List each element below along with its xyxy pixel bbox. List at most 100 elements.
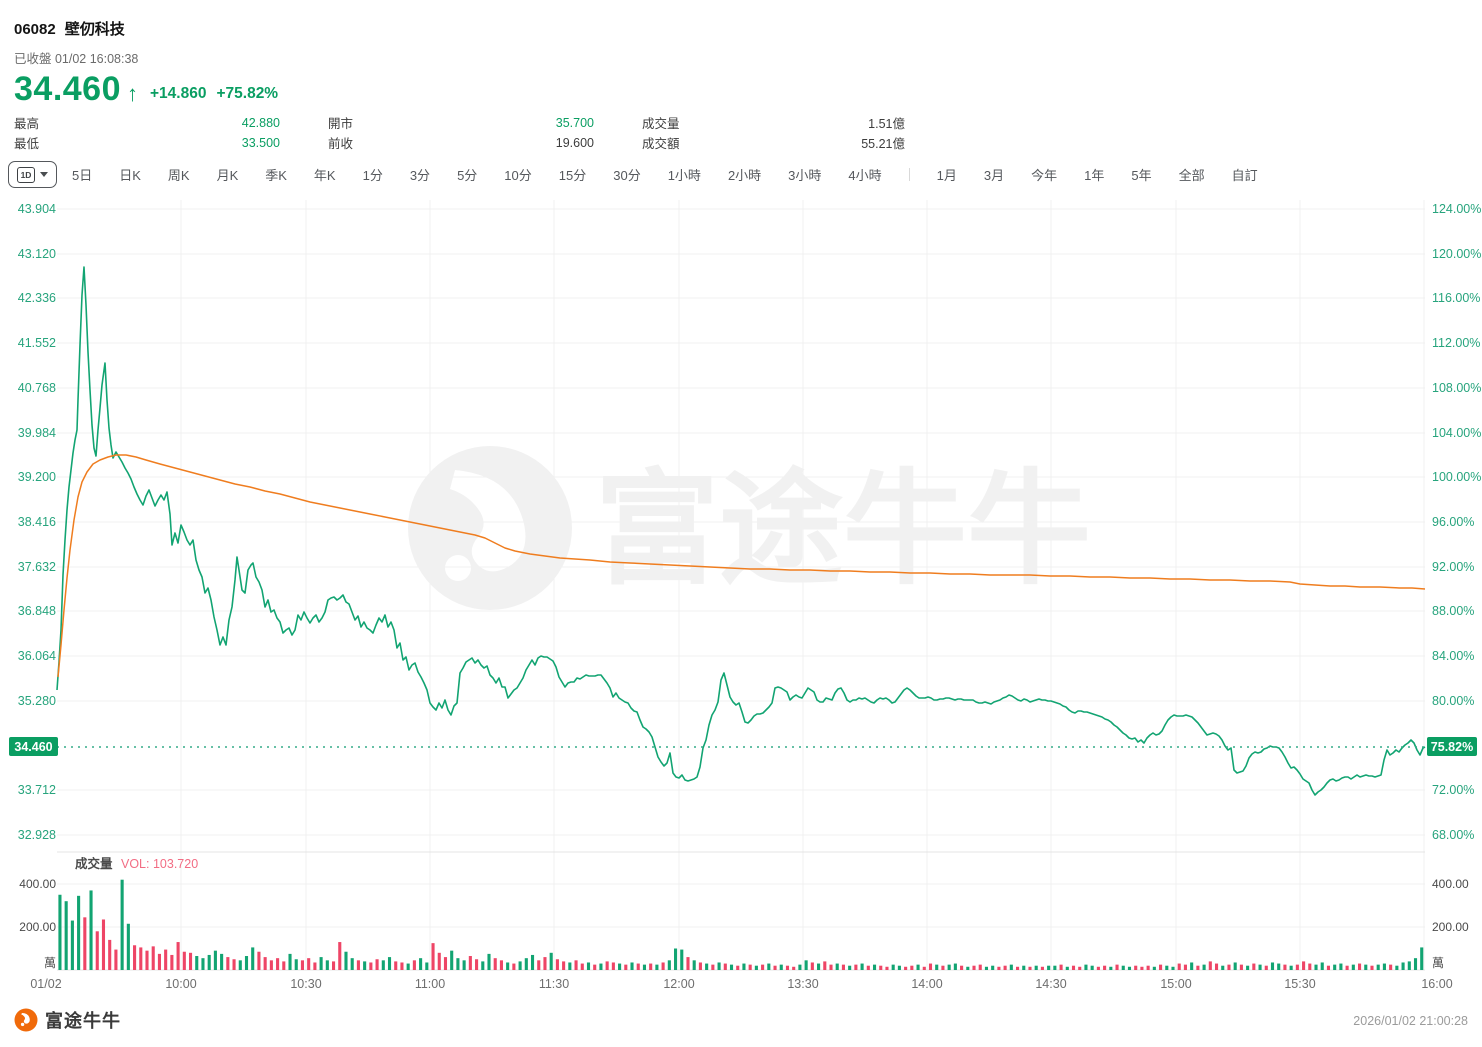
- volume-bar: [419, 958, 423, 970]
- volume-bar: [960, 965, 964, 970]
- time-axis-label: 13:30: [787, 977, 818, 991]
- volume-bar: [251, 947, 255, 970]
- volume-bar: [555, 959, 559, 970]
- volume-bar: [1395, 965, 1399, 970]
- tab-2小時[interactable]: 2小時: [727, 167, 762, 183]
- price-axis-label: 40.768: [18, 381, 56, 395]
- volume-bar: [829, 964, 833, 971]
- volume-bar: [580, 963, 584, 970]
- price-axis-label: 35.280: [18, 694, 56, 708]
- volume-bar: [338, 942, 342, 970]
- volume-bar: [1326, 965, 1331, 970]
- volume-bar: [823, 961, 827, 970]
- tab-今年[interactable]: 今年: [1031, 167, 1058, 183]
- volume-bar: [1040, 966, 1044, 970]
- volume-bar: [524, 958, 528, 970]
- stat-label: 前收: [328, 137, 354, 152]
- pct-axis-label: 124.00%: [1432, 202, 1481, 216]
- footer-brand: 富途牛牛: [12, 1006, 121, 1034]
- tab-1小時[interactable]: 1小時: [667, 167, 701, 183]
- stat-value: 42.880: [241, 115, 280, 130]
- period-selector-button[interactable]: 1D: [8, 161, 57, 188]
- time-axis-label: 14:00: [911, 977, 942, 991]
- price-chart[interactable]: #14a076" stop-opacity="0.20">富途牛牛43.9041…: [0, 0, 1482, 1005]
- volume-bar: [642, 964, 647, 971]
- volume-bar: [77, 895, 81, 970]
- volume-bar: [1053, 965, 1057, 970]
- avg-price-line: [57, 454, 1426, 678]
- market-status: 已收盤 01/02 16:08:38: [14, 52, 139, 66]
- volume-bar: [1333, 964, 1337, 971]
- volume-bar: [406, 963, 410, 970]
- volume-bar: [860, 963, 864, 970]
- price-axis-label: 36.064: [18, 649, 56, 663]
- volume-bar: [872, 964, 877, 971]
- tab-日K[interactable]: 日K: [119, 167, 141, 183]
- time-axis-label: 11:30: [539, 977, 569, 991]
- tab-5年[interactable]: 5年: [1131, 167, 1152, 183]
- volume-bar: [1127, 966, 1132, 970]
- volume-bar: [133, 945, 137, 970]
- time-axis-label: 14:30: [1035, 977, 1066, 991]
- volume-bar: [443, 957, 448, 970]
- volume-bar: [475, 959, 479, 970]
- volume-bar: [1233, 962, 1237, 970]
- volume-bar: [1364, 964, 1368, 971]
- volume-bar: [1289, 965, 1293, 970]
- volume-bar: [1065, 966, 1069, 970]
- tab-3分[interactable]: 3分: [409, 167, 431, 183]
- volume-bar: [1047, 965, 1051, 970]
- volume-bar: [748, 964, 752, 971]
- tab-15分[interactable]: 15分: [558, 167, 587, 183]
- price-change: +14.860: [150, 85, 207, 102]
- chevron-down-icon: [40, 172, 48, 177]
- tab-年K[interactable]: 年K: [313, 167, 336, 183]
- time-axis-label: 16:00: [1421, 977, 1452, 991]
- volume-bar: [866, 965, 870, 970]
- time-axis-label: 15:30: [1284, 977, 1315, 991]
- volume-bar: [1171, 966, 1175, 970]
- tab-5分[interactable]: 5分: [457, 167, 478, 183]
- volume-bar: [468, 956, 472, 970]
- tab-1分[interactable]: 1分: [362, 167, 383, 183]
- volume-bar: [1389, 964, 1393, 971]
- volume-bar: [549, 952, 553, 970]
- tab-月K[interactable]: 月K: [216, 167, 239, 183]
- time-axis-label: 01/02: [30, 977, 61, 991]
- volume-bar: [269, 960, 273, 971]
- price-axis-label: 37.632: [18, 560, 56, 574]
- volume-bar: [1034, 965, 1038, 970]
- tab-全部[interactable]: 全部: [1178, 167, 1205, 183]
- stat-label: 最低: [14, 137, 40, 152]
- volume-bar: [624, 964, 628, 971]
- tab-30分[interactable]: 30分: [613, 167, 641, 183]
- time-axis-label: 15:00: [1160, 977, 1191, 991]
- volume-bar: [972, 965, 976, 970]
- volume-bar: [1264, 965, 1268, 970]
- tab-季K[interactable]: 季K: [265, 167, 287, 183]
- pct-axis-label: 100.00%: [1432, 470, 1481, 484]
- volume-axis-label-right: 萬: [1432, 956, 1444, 970]
- volume-bar: [773, 965, 777, 970]
- tab-1年[interactable]: 1年: [1084, 167, 1105, 183]
- tab-10分[interactable]: 10分: [504, 167, 532, 183]
- volume-bar: [170, 954, 174, 970]
- volume-bar: [394, 961, 398, 970]
- volume-bar: [363, 961, 367, 970]
- tab-5日[interactable]: 5日: [72, 167, 93, 183]
- tab-1月[interactable]: 1月: [936, 167, 957, 183]
- volume-bar: [1190, 962, 1194, 970]
- volume-bar: [817, 963, 821, 970]
- volume-bar: [723, 963, 727, 970]
- volume-bar: [1165, 965, 1169, 970]
- tab-周K[interactable]: 周K: [167, 167, 190, 183]
- tab-3月[interactable]: 3月: [983, 167, 1005, 183]
- tab-自訂[interactable]: 自訂: [1231, 167, 1258, 183]
- tab-3小時[interactable]: 3小時: [788, 167, 822, 183]
- tab-4小時[interactable]: 4小時: [848, 167, 882, 183]
- price-axis-label: 39.984: [18, 426, 56, 440]
- stat-label: 成交量: [642, 117, 680, 132]
- volume-bar: [754, 965, 758, 970]
- volume-bar: [481, 961, 485, 970]
- volume-bar: [313, 962, 317, 970]
